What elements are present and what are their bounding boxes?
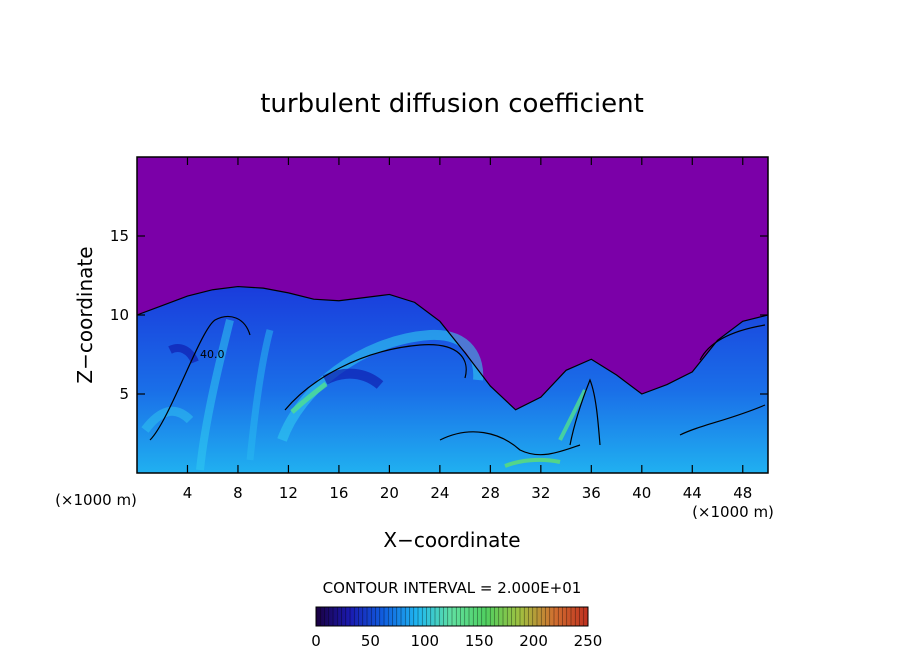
x-axis-ticks: 4 8 12 16 20 24 28 32 36 40 44 48 (183, 157, 752, 502)
turbulent-layer-region (137, 286, 768, 473)
cyan-streak (246, 329, 274, 461)
y-tick-label: 10 (110, 306, 129, 324)
y-axis-ticks: 5 10 15 (110, 227, 768, 403)
green-streak (558, 389, 587, 441)
contour-line (699, 324, 766, 361)
colorbar-tick-label: 0 (311, 632, 321, 650)
colorbar-tick-label: 200 (519, 632, 548, 650)
x-tick-label: 8 (233, 484, 243, 502)
x-tick-label: 24 (430, 484, 449, 502)
x-tick-label: 20 (380, 484, 399, 502)
colorbar-frame (315, 606, 589, 627)
dark-core (168, 344, 199, 364)
colorbar-stripes (319, 607, 585, 626)
contour-line (137, 285, 768, 411)
x-tick-label: 12 (279, 484, 298, 502)
contour-line (284, 344, 467, 411)
green-streak (290, 382, 328, 414)
contour-line (569, 378, 601, 446)
colorbar-ticks: 0 50 100 150 200 250 (311, 632, 602, 650)
colorbar-tick-label: 50 (361, 632, 380, 650)
dark-core (322, 368, 384, 389)
y-tick-label: 5 (119, 385, 129, 403)
x-tick-label: 32 (531, 484, 550, 502)
contour-interval-label: CONTOUR INTERVAL = 2.000E+01 (323, 579, 582, 597)
green-streak (504, 457, 561, 468)
x-tick-label: 4 (183, 484, 193, 502)
x-axis-label: X−coordinate (383, 528, 520, 552)
contour-line (439, 431, 581, 456)
x-tick-label: 28 (481, 484, 500, 502)
y-axis-label: Z−coordinate (73, 246, 97, 383)
x-tick-label: 40 (632, 484, 651, 502)
contour-label: 40.0 (200, 348, 225, 361)
colorbar: 0 50 100 150 200 250 (311, 606, 602, 650)
contour-line (149, 315, 251, 441)
x-unit-label: (×1000 m) (692, 503, 774, 521)
contour-line (679, 404, 766, 436)
contour-lines (137, 285, 768, 456)
field-structures (141, 319, 587, 471)
colorbar-tick-label: 100 (410, 632, 439, 650)
x-tick-label: 48 (733, 484, 752, 502)
colorbar-tick-label: 150 (465, 632, 494, 650)
colorbar-tick-label: 250 (574, 632, 603, 650)
x-tick-label: 36 (582, 484, 601, 502)
y-tick-label: 15 (110, 227, 129, 245)
y-unit-label: (×1000 m) (55, 491, 137, 509)
chart-title: turbulent diffusion coefficient (260, 89, 644, 119)
x-tick-label: 44 (683, 484, 702, 502)
cyan-streak (196, 319, 234, 471)
x-tick-label: 16 (329, 484, 348, 502)
